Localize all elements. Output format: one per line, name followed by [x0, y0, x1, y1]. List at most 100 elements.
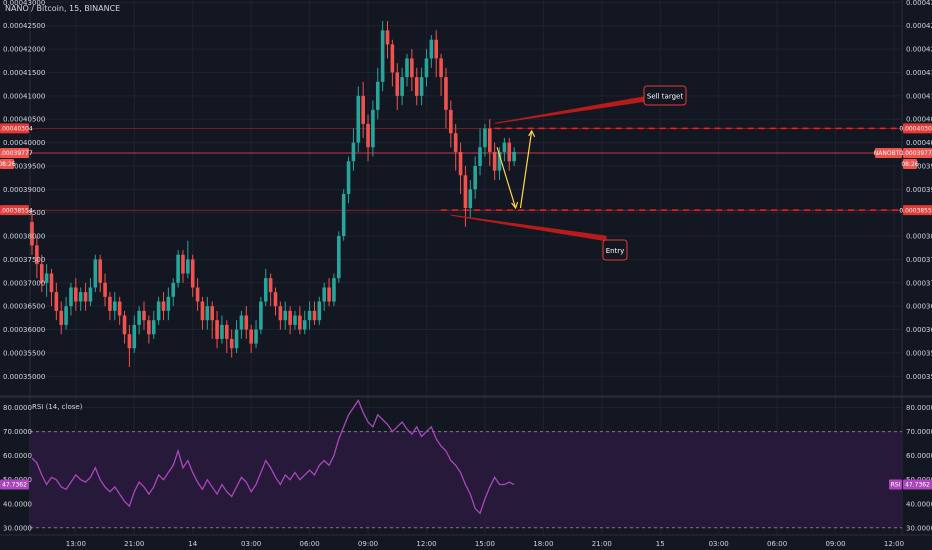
candle-body	[210, 306, 214, 321]
candle	[327, 278, 331, 307]
candle-body	[137, 310, 141, 325]
candle	[156, 296, 161, 325]
candle-body	[98, 259, 102, 283]
candle-body	[142, 310, 146, 321]
y-axis-right[interactable]: 0.00043000 0.00042500 0.00042000 0.00041500…	[906, 0, 932, 532]
candle-body	[278, 306, 283, 321]
candle	[54, 282, 59, 321]
candle	[254, 320, 258, 349]
rsi-tick-label-left: 80.0000	[3, 404, 32, 412]
rsi-value-tag-left: 47.7362	[0, 479, 29, 490]
candle	[487, 119, 492, 166]
candle	[220, 315, 224, 344]
y-tick-label-left: 0.00036000	[3, 326, 45, 334]
x-tick-label: 13:00	[66, 540, 86, 548]
candle	[93, 254, 98, 293]
annotations[interactable]: Sell target Entry	[450, 85, 687, 261]
candle-body	[361, 95, 365, 124]
sell-target-callout[interactable]: Sell target	[643, 85, 687, 106]
candle	[312, 301, 317, 325]
candle-body	[220, 324, 224, 339]
entry-box	[602, 239, 628, 261]
candle-body	[307, 310, 312, 321]
candle	[83, 282, 88, 311]
down-arrow[interactable]	[496, 147, 517, 209]
candle-body	[429, 39, 434, 59]
y-tick-label-left: 0.00037000	[3, 279, 45, 287]
candle	[64, 296, 68, 330]
rsi-prefix-tag-text: RSI	[891, 482, 901, 489]
candle-body	[298, 315, 302, 330]
level-tag-left-0-text: 0.00040304	[0, 126, 33, 133]
candle-body	[463, 175, 468, 209]
y-tick-label-right: 0.00042000	[906, 46, 932, 54]
candle-body	[419, 77, 424, 96]
level-tag-right-0-bg	[903, 123, 932, 134]
candle-body	[327, 287, 331, 302]
y-tick-label-right: 0.00041000	[906, 92, 932, 100]
candle-body	[239, 315, 244, 330]
entry-callout[interactable]: Entry	[602, 239, 628, 261]
rsi-tick-label-left: 30.0000	[3, 524, 32, 532]
candle-body	[375, 81, 380, 110]
last-price-tag-right-bg	[903, 147, 932, 158]
candle-body	[487, 128, 492, 152]
candle	[390, 39, 395, 87]
candle-body	[288, 310, 292, 325]
candle-body	[147, 320, 151, 335]
candle	[200, 296, 205, 330]
up-arrow[interactable]	[519, 130, 533, 209]
level-tag-right-0: 0.00040304	[899, 123, 932, 134]
y-tick-label-right: 0.00037500	[906, 256, 932, 264]
candle	[512, 147, 516, 166]
price-levels[interactable]	[30, 127, 902, 211]
symbol-tag-bg	[875, 147, 902, 158]
candle-body	[332, 278, 336, 302]
y-tick-label-right: 0.00036500	[906, 303, 932, 311]
candle-body	[35, 245, 39, 265]
symbol-tag-text: NANOBTC	[874, 150, 903, 157]
candle-body	[181, 254, 185, 274]
candle	[98, 254, 102, 293]
level-tag-right-0-text: 0.00040304	[899, 126, 932, 133]
candle	[122, 310, 127, 344]
chart-title: NANO / Bitcoin, 15, BINANCE	[5, 4, 120, 13]
y-tick-label-right: 0.00040500	[906, 116, 932, 124]
y-tick-label-left: 0.00035500	[3, 349, 45, 357]
candle	[186, 240, 190, 279]
rsi-indicator-label[interactable]: RSI (14, close)	[32, 403, 83, 411]
candle-body	[127, 334, 132, 349]
level-tag-left-1-bg	[0, 205, 29, 216]
candle-body	[502, 142, 507, 152]
y-tick-label-left: 0.00041500	[3, 69, 45, 77]
rsi-value-tag-left-bg	[0, 479, 29, 490]
candle	[395, 63, 400, 110]
x-tick-label: 12:00	[416, 540, 436, 548]
x-axis[interactable]: 13:00 21:00 14 03:00 06:00 09:00 12:00 15:00 18:…	[66, 540, 932, 548]
candle	[332, 273, 336, 307]
rsi-tick-label-right: 40.0000	[906, 500, 932, 508]
countdown-tag-left-text: 08:26	[0, 161, 16, 168]
candle	[507, 137, 512, 171]
candle	[302, 310, 307, 335]
candle	[429, 35, 434, 68]
rsi-tick-label-left: 70.0000	[3, 428, 32, 436]
candle-body	[478, 147, 482, 166]
candle-body	[44, 273, 49, 283]
candle-body	[151, 320, 156, 335]
y-tick-label-right: 0.00038000	[906, 233, 932, 241]
sell-target-label: Sell target	[647, 93, 683, 101]
candle-body	[112, 301, 117, 311]
y-tick-label-right: 0.00042500	[906, 22, 932, 30]
candle-body	[273, 292, 278, 307]
candle	[307, 301, 312, 330]
x-tick-label: 09:00	[358, 540, 378, 548]
candle	[142, 301, 146, 330]
level-tag-left-1-text: 0.00038554	[0, 207, 33, 214]
y-tick-label-right: 0.00043000	[906, 0, 932, 7]
x-tick-label: 14	[188, 540, 197, 548]
candle-body	[30, 222, 34, 246]
candle-body	[453, 133, 458, 152]
y-tick-label-left: 0.00041000	[3, 92, 45, 100]
